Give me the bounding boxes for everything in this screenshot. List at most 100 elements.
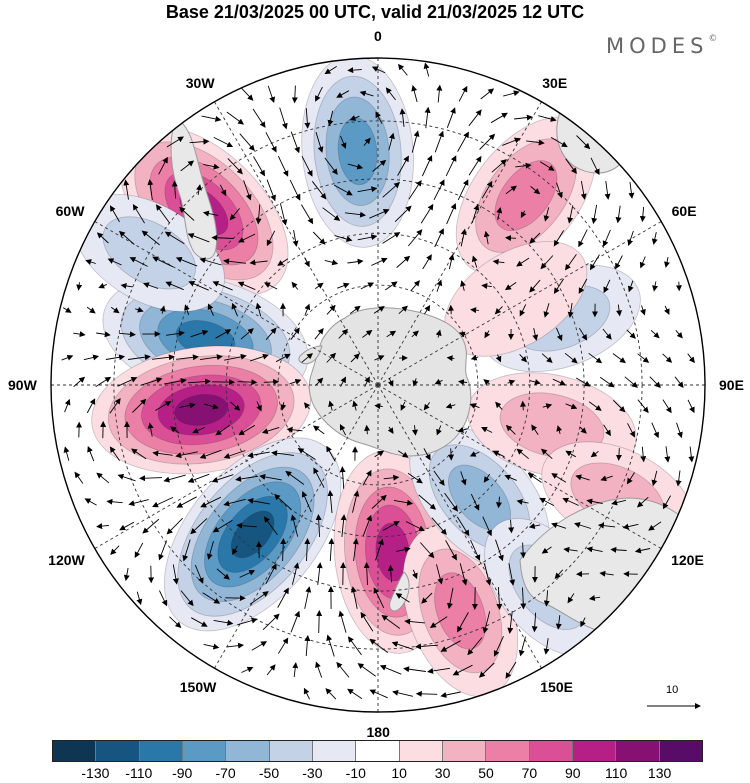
wind-arrow: [675, 330, 683, 339]
wind-arrow: [541, 546, 552, 554]
wind-arrow: [179, 402, 196, 409]
wind-arrow: [431, 517, 447, 536]
map-border: [50, 57, 706, 713]
wind-arrow: [676, 422, 683, 439]
wind-arrow: [315, 514, 322, 538]
wind-arrow: [519, 353, 528, 363]
colorbar-tick-label: -130: [81, 765, 110, 781]
colorbar-tick-label: 50: [478, 765, 494, 781]
wind-arrow: [564, 352, 578, 364]
wind-arrow: [240, 87, 254, 101]
wind-arrow: [664, 446, 671, 463]
wind-arrow: [664, 257, 670, 268]
wind-arrow: [604, 181, 611, 200]
wind-arrow: [553, 230, 565, 247]
wind-arrow: [266, 664, 276, 676]
wind-arrow: [435, 329, 442, 338]
wind-arrow: [200, 496, 222, 508]
wind-arrow: [639, 206, 646, 223]
wind-arrow: [265, 132, 277, 153]
wind-arrow: [327, 110, 334, 127]
wind-arrow: [496, 586, 503, 610]
wind-arrow: [519, 304, 527, 317]
wind-arrow: [192, 426, 205, 434]
wind-arrow: [424, 106, 431, 129]
wind-arrow: [109, 446, 120, 462]
colorbar-segment: [182, 741, 227, 761]
wind-arrow: [538, 115, 557, 122]
wind-arrow: [446, 107, 456, 128]
wind-arrow: [603, 424, 611, 437]
colorbar-tick-label: -30: [302, 765, 323, 781]
wind-arrow: [289, 179, 301, 201]
wind-arrow: [369, 638, 389, 653]
longitude-label-60w: 60W: [55, 202, 85, 219]
wind-arrow: [651, 422, 659, 439]
wind-arrow: [687, 399, 695, 414]
wind-arrow: [615, 255, 623, 270]
wind-arrow: [640, 305, 646, 316]
wind-arrow: [322, 207, 341, 221]
wind-arrow: [132, 203, 145, 224]
wind-arrow: [334, 235, 353, 242]
wind-arrow: [415, 690, 438, 697]
colorbar-tick-label: -70: [215, 765, 236, 781]
wind-arrow: [166, 330, 185, 337]
wind-arrow: [263, 516, 278, 536]
wind-arrow: [96, 232, 109, 244]
wind-arrow: [445, 402, 456, 409]
wind-arrow: [436, 425, 442, 436]
wind-arrow: [326, 445, 336, 462]
wind-arrow: [411, 330, 419, 338]
wind-arrow: [429, 616, 448, 628]
wind-vectors: [61, 62, 695, 700]
wind-arrow: [636, 496, 649, 508]
wind-arrow: [176, 496, 197, 508]
meridian-line: [94, 384, 379, 549]
wind-arrow: [514, 114, 533, 121]
wind-arrow: [411, 425, 418, 436]
wind-arrow: [336, 90, 350, 98]
longitude-label-60e: 60E: [671, 202, 697, 219]
wind-arrow: [301, 490, 312, 513]
wind-arrow: [627, 230, 634, 246]
wind-arrow: [543, 303, 550, 318]
wind-arrow: [152, 450, 173, 457]
wind-arrow: [483, 473, 491, 483]
wind-arrow: [562, 497, 579, 506]
wind-arrow: [176, 354, 199, 361]
wind-arrow: [382, 232, 401, 244]
wind-arrow: [640, 446, 647, 463]
wind-arrow: [421, 155, 433, 177]
wind-arrow: [482, 611, 491, 634]
wind-arrow: [386, 330, 397, 338]
wind-arrow: [263, 378, 280, 385]
wind-arrow: [394, 205, 412, 223]
wind-arrow: [347, 67, 362, 74]
colorbar-segment: [572, 741, 617, 761]
wind-arrow: [261, 426, 280, 434]
wind-arrow: [651, 470, 658, 487]
wind-arrow: [211, 474, 234, 483]
wind-arrow: [237, 281, 256, 291]
wind-arrow: [471, 204, 480, 224]
wind-arrow: [324, 66, 337, 75]
wind-arrow: [404, 618, 425, 625]
wind-arrow: [359, 90, 374, 97]
wind-arrow: [491, 159, 507, 173]
wind-arrow: [213, 136, 234, 148]
wind-arrow: [362, 469, 372, 486]
wind-arrow: [280, 538, 287, 562]
wind-arrow: [552, 378, 567, 386]
wind-arrow: [599, 376, 615, 388]
wind-arrow: [314, 328, 324, 340]
wind-arrow: [381, 614, 401, 629]
wind-arrow: [397, 63, 408, 76]
wind-arrow: [158, 540, 168, 561]
wind-arrow: [529, 379, 541, 385]
wind-arrow: [109, 397, 121, 414]
wind-arrow: [360, 611, 374, 632]
wind-arrow: [304, 635, 311, 657]
wind-arrow: [396, 255, 411, 268]
wind-arrow: [326, 634, 335, 657]
